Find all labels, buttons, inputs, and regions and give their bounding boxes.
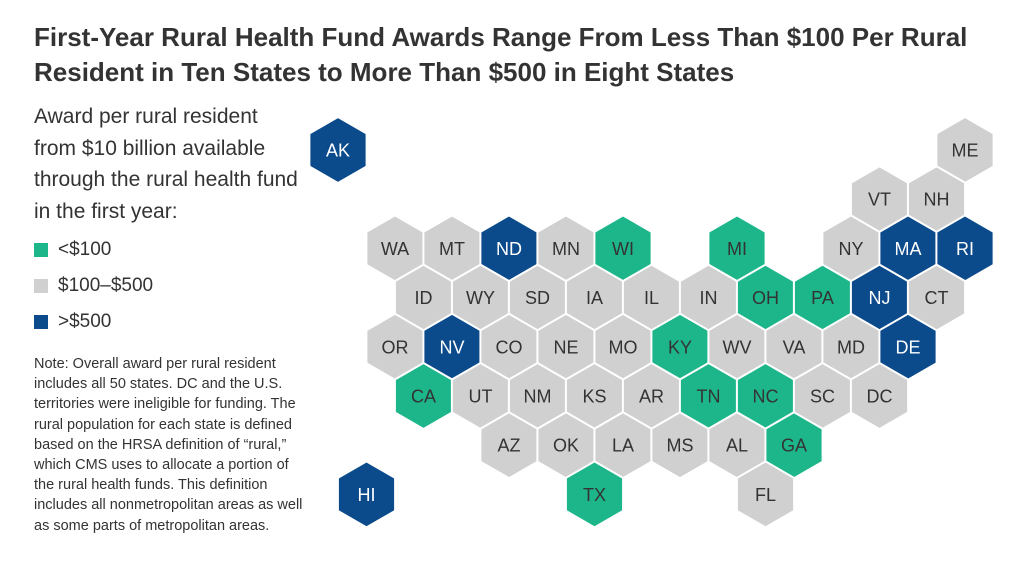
state-label: NC (753, 387, 779, 407)
hex-shape (849, 361, 910, 431)
legend-swatch-mid (34, 279, 48, 293)
state-label: IL (644, 288, 659, 308)
state-label: MD (837, 337, 865, 357)
state-hex-ca: CA (393, 361, 454, 431)
state-label: MO (609, 337, 638, 357)
legend-label-high: >$500 (58, 311, 112, 332)
state-hex-ky: KY (650, 312, 710, 381)
state-label: NM (524, 387, 552, 407)
state-label: AL (726, 436, 748, 456)
state-hex-fl: FL (735, 460, 796, 529)
state-label: OK (553, 436, 579, 456)
legend-swatch-low (34, 243, 48, 257)
state-label: HI (358, 485, 376, 505)
state-hex-ri: RI (935, 214, 995, 283)
state-label: RI (956, 239, 974, 259)
state-hex-ny: NY (821, 214, 881, 283)
state-label: WI (612, 239, 634, 259)
state-hex-ct: CT (906, 263, 967, 332)
state-label: KY (668, 337, 692, 357)
state-label: CT (925, 288, 949, 308)
state-label: NH (924, 190, 950, 210)
state-hex-dc: DC (849, 361, 910, 431)
state-label: ND (496, 239, 522, 259)
legend-item-high: >$500 (34, 304, 153, 340)
state-label: OH (752, 288, 779, 308)
state-hex-tx: TX (564, 460, 625, 529)
state-label: NY (838, 239, 863, 259)
state-label: GA (781, 436, 807, 456)
legend-label-mid: $100–$500 (58, 275, 154, 296)
state-label: OR (382, 337, 409, 357)
chart-title: First-Year Rural Health Fund Awards Rang… (34, 22, 968, 87)
state-label: MT (439, 239, 465, 259)
state-hex-pa: PA (792, 263, 853, 332)
state-label: KS (582, 387, 606, 407)
state-label: SD (525, 288, 550, 308)
state-label: SC (810, 387, 835, 407)
state-label: MN (552, 239, 580, 259)
state-label: WY (466, 288, 495, 308)
legend: <$100 $100–$500 >$500 (34, 232, 153, 340)
state-label: VA (783, 337, 806, 357)
state-hex-ak: AK (308, 115, 368, 185)
state-hex-wi: WI (593, 214, 653, 283)
legend-item-low: <$100 (34, 232, 153, 268)
state-label: UT (469, 387, 493, 407)
state-label: NJ (869, 288, 891, 308)
state-label: VT (868, 190, 891, 210)
state-label: WA (381, 239, 409, 259)
state-label: DE (895, 337, 920, 357)
state-hex-mo: MO (593, 312, 653, 381)
legend-label-low: <$100 (58, 239, 112, 260)
state-hex-ia: IA (564, 263, 625, 332)
state-label: AZ (497, 436, 520, 456)
state-label: IA (586, 288, 603, 308)
hex-shape (308, 115, 368, 185)
chart-subtitle: Award per rural resident from $10 billio… (34, 105, 298, 223)
state-label: MI (727, 239, 747, 259)
hex-shape (336, 460, 397, 529)
state-label: WV (723, 337, 752, 357)
state-label: ME (952, 141, 979, 161)
state-hex-de: DE (878, 312, 938, 381)
state-label: MS (667, 436, 694, 456)
state-hex-hi: HI (336, 460, 397, 529)
state-label: CA (411, 387, 436, 407)
state-label: FL (755, 485, 776, 505)
state-label: TN (697, 387, 721, 407)
state-label: ID (415, 288, 433, 308)
state-label: AK (326, 141, 350, 161)
legend-item-mid: $100–$500 (34, 268, 153, 304)
state-label: TX (583, 485, 606, 505)
state-label: PA (811, 288, 834, 308)
state-label: NV (439, 337, 464, 357)
state-label: CO (496, 337, 523, 357)
legend-swatch-high (34, 315, 48, 329)
state-label: DC (867, 387, 893, 407)
footnote: Note: Overall award per rural resident i… (34, 356, 303, 534)
hex-shape (735, 460, 796, 529)
state-hex-ks: KS (564, 361, 625, 431)
state-label: AR (639, 387, 664, 407)
state-label: IN (700, 288, 718, 308)
state-label: MA (895, 239, 922, 259)
hex-shape (564, 460, 625, 529)
state-hex-md: MD (821, 312, 881, 381)
state-label: NE (553, 337, 578, 357)
state-hex-me: ME (935, 115, 995, 185)
state-label: LA (612, 436, 634, 456)
